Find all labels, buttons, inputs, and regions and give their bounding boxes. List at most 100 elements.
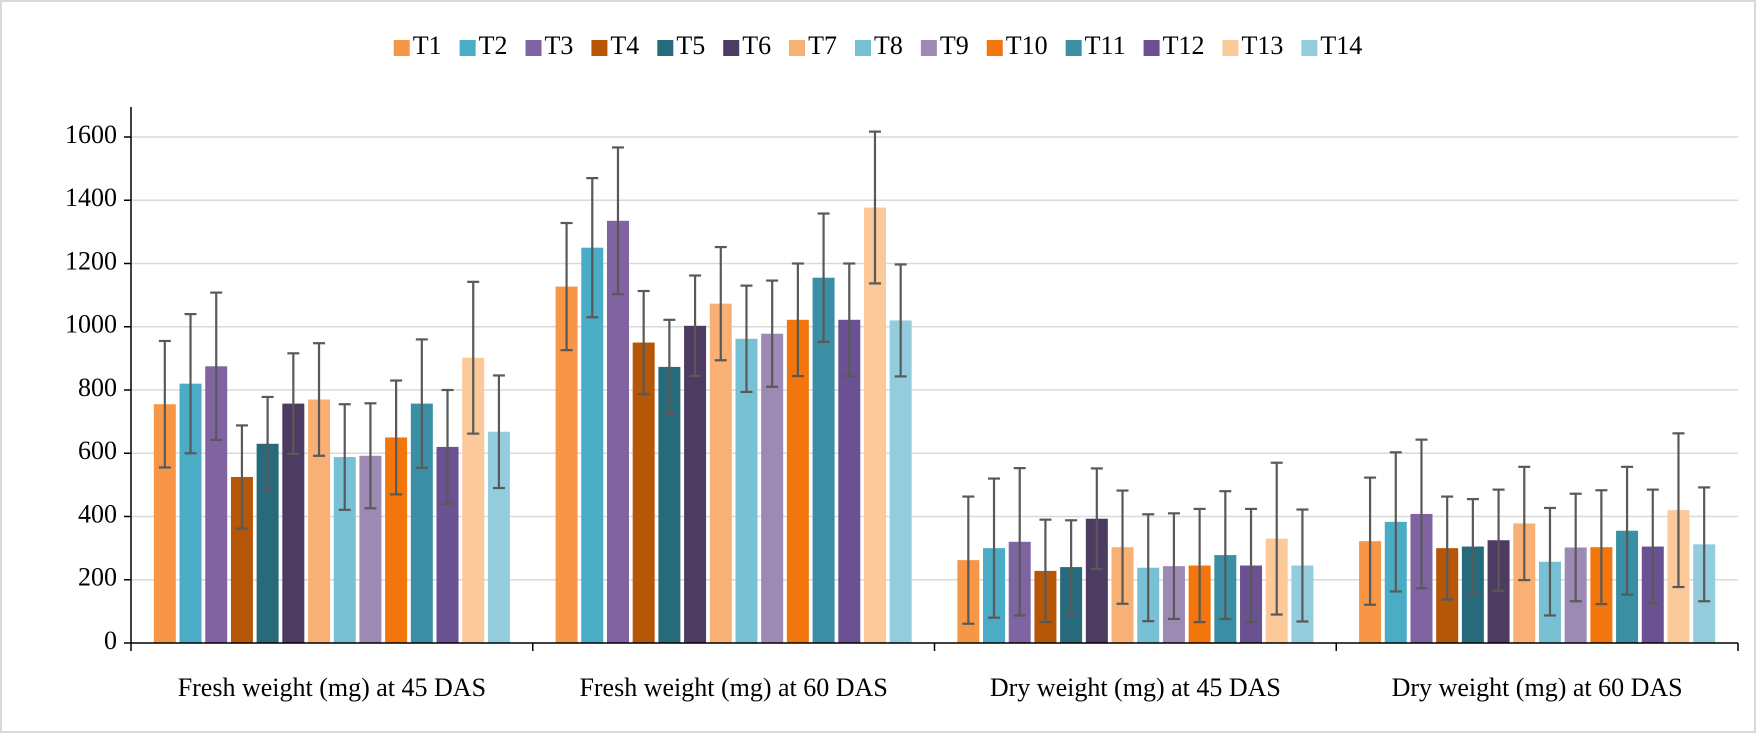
- error-bar: [1296, 508, 1309, 623]
- legend-swatch: [986, 40, 1003, 56]
- error-bar: [467, 280, 480, 435]
- y-tick-label: 0: [104, 626, 117, 655]
- bar: [308, 399, 331, 643]
- error-bar: [1595, 489, 1608, 606]
- error-bar: [1167, 512, 1180, 621]
- error-bar: [287, 352, 300, 455]
- legend-swatch: [525, 40, 542, 56]
- y-tick-label: 200: [78, 563, 117, 592]
- error-bar: [1646, 488, 1659, 605]
- error-bar: [1441, 495, 1454, 601]
- legend-label: T1: [413, 31, 442, 60]
- error-bar: [1142, 513, 1155, 623]
- legend-swatch: [1301, 40, 1318, 56]
- legend-swatch: [393, 40, 410, 56]
- error-bar: [1389, 451, 1402, 593]
- x-tick-label: Fresh weight (mg) at 45 DAS: [178, 673, 486, 702]
- legend-label: T4: [610, 31, 639, 60]
- error-bar: [894, 263, 907, 378]
- bar: [632, 342, 655, 643]
- error-bar: [1492, 488, 1505, 592]
- error-bar: [868, 130, 881, 285]
- legend-swatch: [1065, 40, 1082, 56]
- y-tick-label: 600: [78, 436, 117, 465]
- bar: [838, 319, 861, 643]
- error-bar: [817, 212, 830, 344]
- bar: [812, 277, 835, 643]
- bar: [581, 247, 604, 643]
- bar: [555, 286, 578, 643]
- bar: [359, 455, 382, 643]
- error-bar: [1543, 506, 1556, 617]
- error-bar: [1364, 476, 1377, 606]
- legend-label: T10: [1006, 31, 1048, 60]
- error-bar: [313, 342, 326, 457]
- legend-swatch: [920, 40, 937, 56]
- error-bar: [1569, 492, 1582, 603]
- bar: [153, 404, 176, 643]
- error-bar: [390, 379, 403, 496]
- error-bar: [1672, 432, 1685, 589]
- error-bar: [1466, 498, 1479, 596]
- bar: [684, 325, 707, 643]
- legend-label: T13: [1241, 31, 1283, 60]
- bar: [761, 333, 784, 643]
- error-bar: [689, 274, 702, 378]
- error-bar: [261, 395, 274, 492]
- error-bar: [364, 402, 377, 510]
- x-tick-label: Dry weight (mg) at 45 DAS: [990, 673, 1281, 702]
- y-tick-label: 1600: [65, 120, 117, 149]
- error-bar: [791, 262, 804, 378]
- error-bar: [586, 177, 599, 319]
- error-bar: [740, 284, 753, 393]
- legend-swatch: [591, 40, 608, 56]
- y-tick-label: 1000: [65, 310, 117, 339]
- legend-swatch: [789, 40, 806, 56]
- error-bar: [988, 477, 1001, 619]
- bar: [230, 476, 253, 643]
- x-tick-label: Dry weight (mg) at 60 DAS: [1392, 673, 1683, 702]
- error-bar: [1116, 489, 1129, 605]
- legend-swatch: [1222, 40, 1239, 56]
- legend-label: T8: [874, 31, 903, 60]
- legend-swatch: [723, 40, 740, 56]
- bar: [709, 303, 732, 643]
- error-bar: [1065, 519, 1078, 616]
- legend-label: T11: [1085, 31, 1126, 60]
- error-bar: [441, 388, 454, 505]
- error-bar: [843, 262, 856, 378]
- error-bar: [714, 245, 727, 362]
- bar: [410, 403, 433, 643]
- bar: [889, 320, 912, 643]
- error-bar: [560, 221, 573, 352]
- bar: [436, 446, 459, 643]
- legend-label: T7: [808, 31, 837, 60]
- error-bar: [1193, 507, 1206, 624]
- error-bar: [962, 495, 975, 625]
- legend-label: T14: [1320, 31, 1362, 60]
- error-bar: [492, 374, 505, 490]
- legend: T1 T2 T3 T4 T5 T6 T7 T8 T9 T10 T11 T12 T13 T14: [393, 31, 1362, 60]
- bar: [256, 443, 279, 643]
- bar: [863, 207, 886, 643]
- error-bar: [1219, 490, 1232, 621]
- error-bar: [637, 289, 650, 396]
- legend-label: T12: [1163, 31, 1205, 60]
- bar: [333, 457, 356, 643]
- error-bar: [1013, 467, 1026, 617]
- bar: [462, 357, 485, 643]
- bar: [487, 431, 510, 643]
- error-bar: [663, 318, 676, 416]
- error-bar: [1090, 467, 1103, 571]
- error-bar: [1245, 507, 1258, 624]
- bar: [735, 338, 758, 643]
- bar: [1085, 518, 1108, 643]
- error-bar: [766, 279, 779, 388]
- legend-swatch: [459, 40, 476, 56]
- bar: [385, 437, 408, 643]
- error-bar: [158, 339, 171, 469]
- legend-label: T9: [940, 31, 969, 60]
- legend-label: T5: [676, 31, 705, 60]
